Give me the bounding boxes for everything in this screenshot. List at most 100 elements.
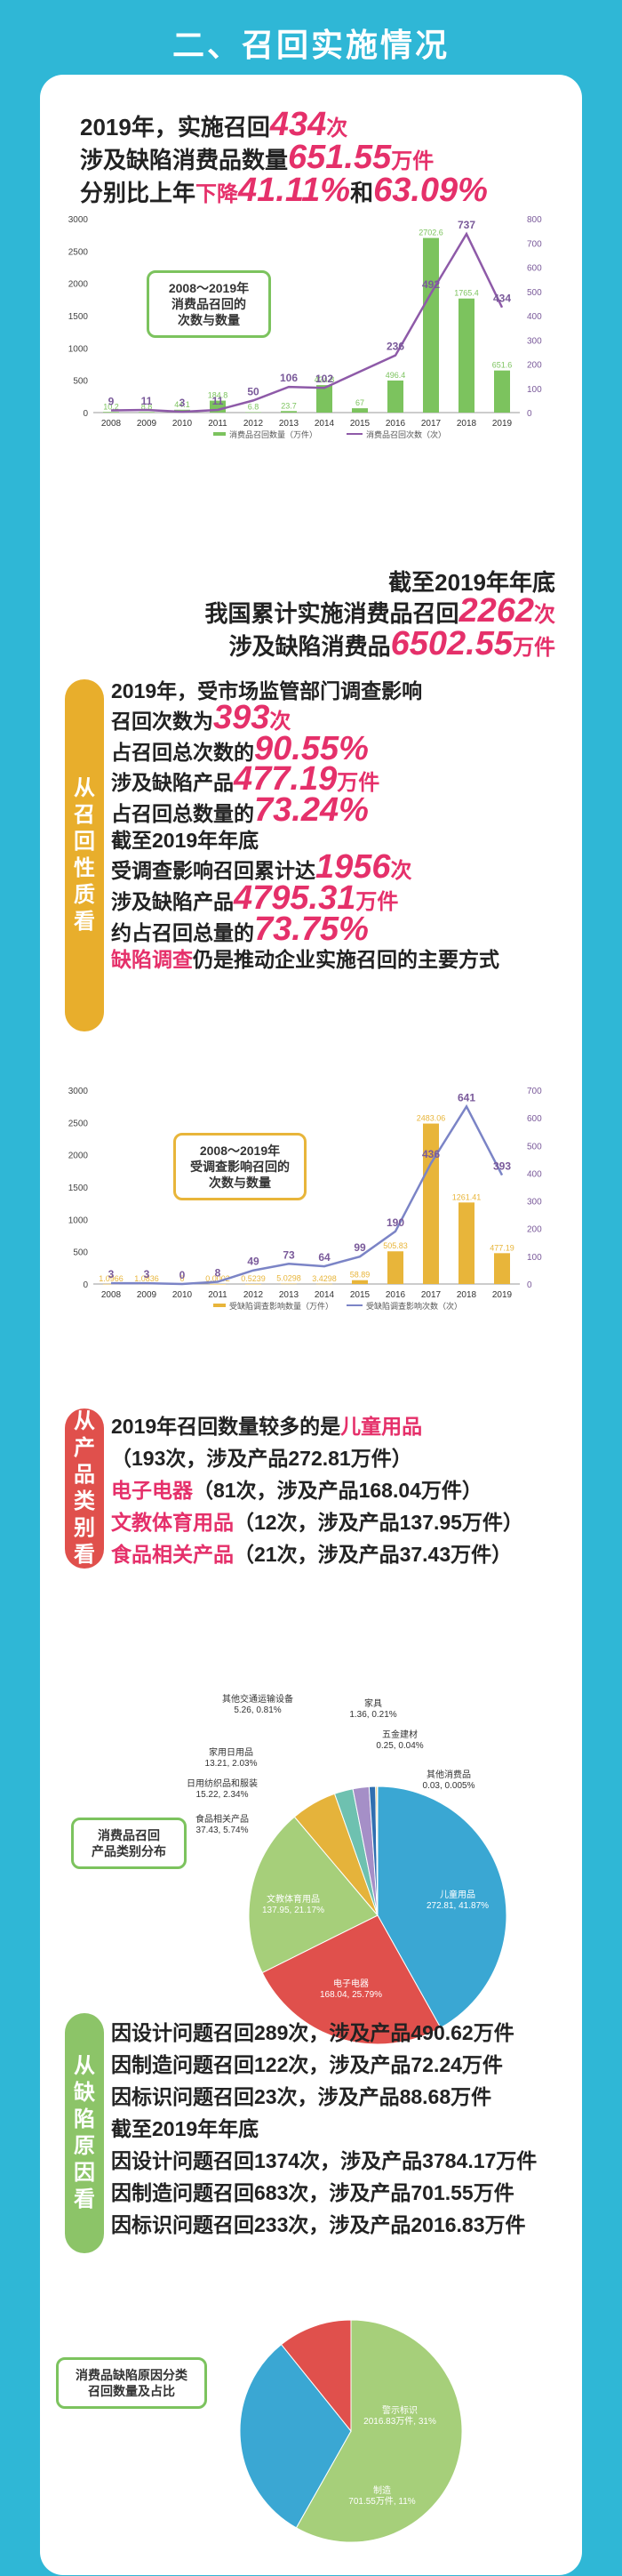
unit: 万件	[391, 149, 435, 173]
nature-line-8: 涉及缺陷产品4795.31万件	[111, 881, 499, 916]
point-label: 64	[318, 1251, 331, 1264]
point-label: 49	[247, 1256, 259, 1268]
y-tick-label: 3000	[68, 1087, 89, 1096]
text: （21次，涉及产品37.43万件）	[234, 1543, 513, 1566]
category-line-1: 2019年召回数量较多的是儿童用品	[111, 1410, 523, 1442]
chart-recall-count-quantity: 0 500 1000 1500 2000 2500 3000 0 100 200 300 400 500…	[68, 215, 542, 439]
bar-label: 1765.4	[454, 289, 479, 298]
section-title: 二、召回实施情况	[171, 27, 450, 63]
nature-line-2: 召回次数为393次	[111, 701, 499, 735]
point-label: 3	[144, 1268, 150, 1280]
side-label-category: 从产品类别看	[65, 1408, 104, 1569]
point-label: 3	[108, 1268, 115, 1280]
x-tick-label: 2009	[137, 419, 157, 429]
x-tick-label: 2017	[421, 1290, 442, 1300]
bar	[423, 237, 439, 413]
bar	[459, 298, 474, 413]
cause-line: 因制造问题召回683次，涉及产品701.55万件	[111, 2181, 514, 2204]
slice-name: 文教体育用品	[267, 1893, 320, 1905]
pie-slice	[280, 2319, 352, 2433]
bar-label: 424.8	[315, 375, 335, 384]
number: 2262	[459, 592, 534, 630]
summary-line-2: 涉及缺陷消费品数量651.55万件	[80, 140, 488, 176]
number: 4795.31	[234, 879, 356, 917]
x-tick-label: 2013	[279, 419, 299, 429]
text-red: 文教体育用品	[111, 1511, 234, 1534]
side-label-char: 从	[74, 2054, 95, 2078]
nature-line-10: 缺陷调查仍是推动企业实施召回的主要方式	[111, 946, 499, 973]
x-tick-label: 2008	[101, 1290, 122, 1300]
point-label: 11	[212, 395, 224, 407]
side-label-char: 召	[74, 803, 95, 827]
slice-name: 制造	[373, 2484, 391, 2496]
cause-line: 截至2019年年底	[111, 2117, 259, 2140]
cause-line: 因标识问题召回233次，涉及产品2016.83万件	[111, 2213, 526, 2236]
chart1-note: 2008～2019年 消费品召回的 次数与数量	[147, 270, 271, 338]
unit: 万件	[337, 771, 380, 795]
y2-tick-label: 700	[527, 1087, 542, 1096]
y-tick-label: 500	[73, 377, 88, 387]
nature-line-5: 占召回总数量的73.24%	[111, 793, 499, 827]
x-tick-label: 2010	[172, 419, 193, 429]
side-label-char: 缺	[74, 2081, 95, 2105]
bar-label: 184.8	[208, 391, 228, 400]
bar	[281, 411, 297, 413]
x-tick-label: 2015	[350, 1290, 371, 1300]
bar	[352, 1280, 368, 1284]
y2-tick-label: 800	[527, 215, 542, 225]
point-label: 641	[458, 1091, 475, 1103]
x-tick-label: 2009	[137, 1290, 157, 1300]
x-tick-label: 2010	[172, 1290, 193, 1300]
side-label-char: 产	[74, 1436, 95, 1460]
legend-line-label: 受缺陷调查影响次数（次）	[366, 1301, 462, 1311]
side-label-char: 类	[74, 1489, 95, 1513]
side-label-char: 因	[74, 2161, 95, 2185]
bar-label: 477.19	[490, 1243, 514, 1252]
chart2-note: 2008～2019年 受调查影响召回的 次数与数量	[173, 1133, 307, 1200]
y2-tick-label: 0	[527, 1280, 532, 1290]
category-line-2: （193次，涉及产品272.81万件）	[111, 1447, 412, 1470]
text: 涉及缺陷产品	[111, 890, 234, 913]
bar	[281, 1283, 297, 1285]
point-label: 99	[354, 1241, 366, 1254]
bar	[352, 408, 368, 413]
y2-tick-label: 600	[527, 264, 542, 274]
bar-label: 44.1	[174, 400, 190, 409]
x-tick-label: 2016	[386, 419, 406, 429]
nature-line-4: 涉及缺陷产品477.19万件	[111, 762, 499, 797]
bar	[103, 412, 119, 413]
text: 涉及缺陷产品	[111, 771, 234, 794]
text-red: 下降	[195, 182, 239, 206]
bar-label: 3.4298	[312, 1274, 337, 1283]
y-tick-label: 2000	[68, 280, 89, 290]
y-tick-label: 1500	[68, 312, 89, 322]
text: 2019年召回数量较多的是	[111, 1415, 341, 1438]
unit: 万件	[513, 636, 555, 660]
y2-tick-label: 500	[527, 1142, 542, 1152]
y2-tick-label: 600	[527, 1114, 542, 1124]
y-tick-label: 1000	[68, 1216, 89, 1225]
point-label: 106	[280, 372, 298, 384]
slice-name: 设计	[235, 2476, 253, 2487]
y2-tick-label: 300	[527, 1198, 542, 1208]
series-line	[111, 1103, 504, 1286]
cumulative-block: 截至2019年年底 我国累计实施消费品召回2262次 涉及缺陷消费品6502.5…	[204, 568, 555, 662]
side-label-cause: 从缺陷原因看	[65, 2013, 104, 2253]
slice-value: 1.36, 0.21%	[349, 1710, 396, 1720]
pie-slice	[248, 1816, 379, 1974]
number: 73.75%	[254, 911, 369, 948]
y-tick-label: 0	[83, 1280, 88, 1290]
x-tick-label: 2018	[457, 1290, 477, 1300]
unit: 次	[269, 710, 291, 734]
slice-name: 日用纺织品和服装	[187, 1778, 258, 1789]
summary-line-1: 2019年，实施召回434次	[80, 108, 488, 143]
cause-block: 因设计问题召回289次，涉及产品490.62万件 因制造问题召回122次，涉及产品…	[111, 2017, 537, 2241]
point-label: 434	[493, 293, 511, 305]
cumulative-line-1: 截至2019年年底	[388, 569, 555, 596]
side-label-char: 陷	[74, 2107, 95, 2131]
point-label: 8	[215, 1267, 221, 1280]
x-tick-label: 2012	[243, 419, 264, 429]
